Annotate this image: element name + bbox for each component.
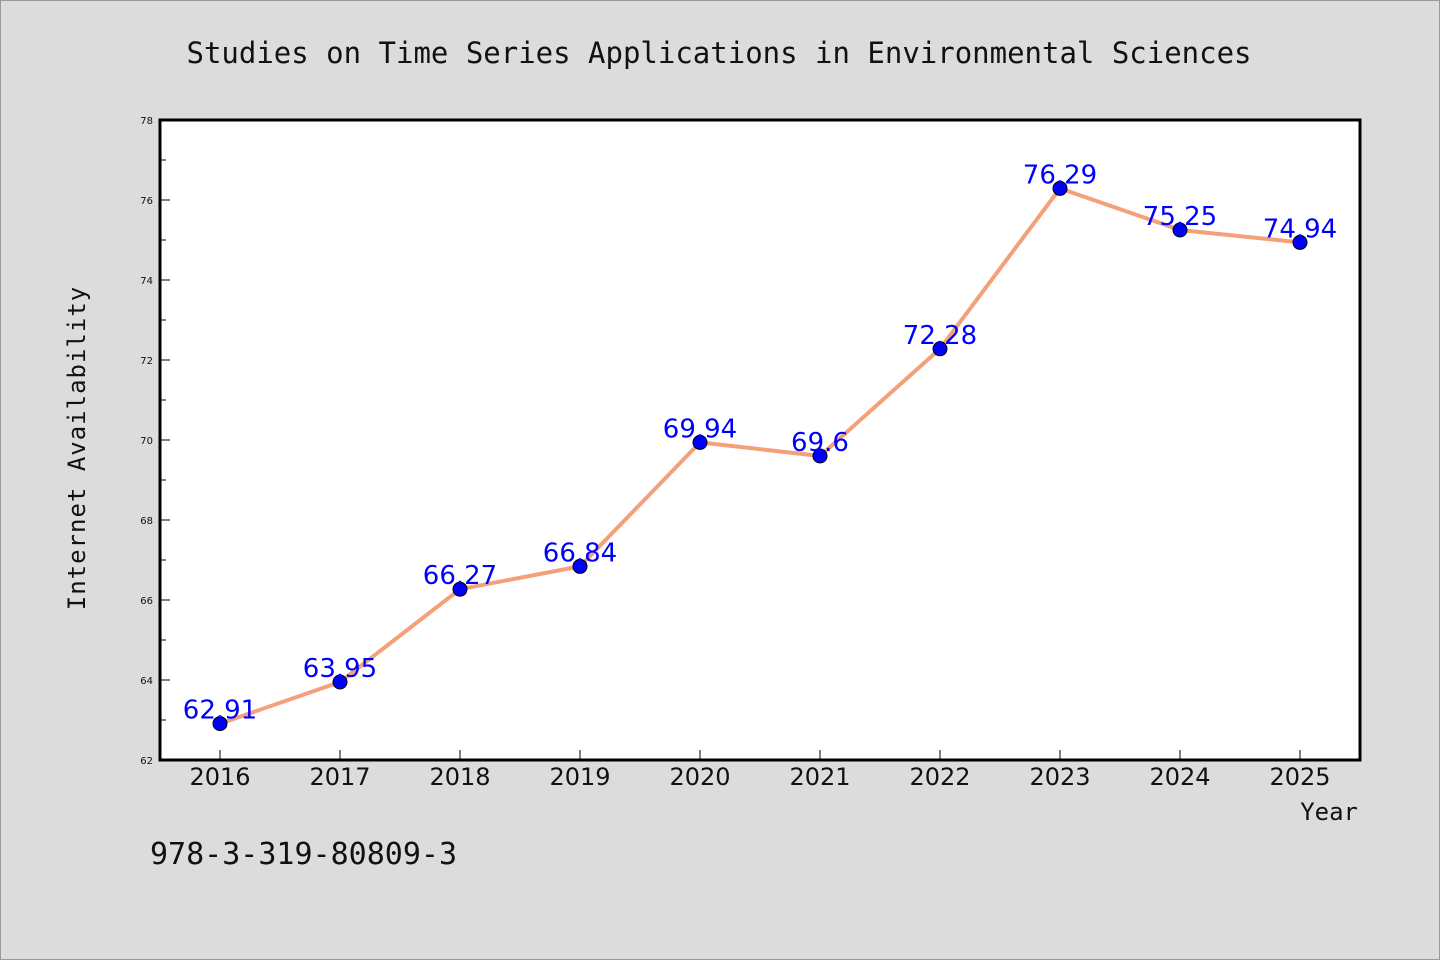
data-labels: 62.91 63.95 66.27 66.84 69.94 69.6 72.28 76.29 7…	[183, 160, 1337, 725]
data-point	[692, 434, 708, 450]
data-point	[1172, 222, 1188, 238]
y-tick-label: 76	[140, 196, 153, 207]
data-label: 63.95	[303, 654, 377, 684]
isbn-annotation: 978-3-319-80809-3	[150, 837, 457, 872]
y-tick-label: 66	[140, 596, 153, 607]
chart-title: Studies on Time Series Applications in E…	[186, 36, 1251, 70]
x-tick-label: 2022	[909, 763, 970, 791]
data-label: 69.94	[663, 414, 737, 444]
y-tick-label: 74	[140, 276, 153, 287]
data-label: 66.27	[423, 561, 497, 591]
x-tick-label: 2016	[189, 763, 250, 791]
x-axis: 2016 2017 2018 2019 2020 2021 2022 2023 2024 2025	[189, 750, 1331, 791]
data-label: 76.29	[1023, 160, 1097, 190]
data-point	[572, 558, 588, 574]
data-point	[812, 448, 828, 464]
x-tick-label: 2018	[429, 763, 490, 791]
data-label: 72.28	[903, 321, 977, 351]
x-tick-label: 2017	[309, 763, 370, 791]
series-line	[219, 186, 1301, 726]
y-axis-label: Internet Availability	[63, 286, 91, 610]
x-tick-label: 2021	[789, 763, 850, 791]
data-point	[1292, 234, 1308, 250]
y-tick-label: 64	[140, 676, 153, 687]
data-markers	[212, 180, 1308, 732]
data-point	[932, 341, 948, 357]
data-label: 74.94	[1263, 214, 1337, 244]
data-point	[452, 581, 468, 597]
y-tick-label: 70	[140, 436, 153, 447]
plot-area	[160, 120, 1360, 760]
data-label: 62.91	[183, 696, 257, 726]
y-tick-label: 78	[140, 116, 153, 127]
x-tick-label: 2025	[1269, 763, 1330, 791]
x-tick-label: 2019	[549, 763, 610, 791]
plot-border	[158, 118, 1362, 762]
x-axis-label: Year	[1300, 798, 1358, 826]
data-label: 66.84	[543, 538, 617, 568]
y-tick-label: 72	[140, 356, 153, 367]
data-point	[1052, 180, 1068, 196]
y-tick-label: 62	[140, 756, 153, 767]
x-tick-label: 2023	[1029, 763, 1090, 791]
x-tick-label: 2024	[1149, 763, 1210, 791]
x-tick-label: 2020	[669, 763, 730, 791]
data-label: 69.6	[791, 428, 849, 458]
data-point	[212, 716, 228, 732]
data-label: 75.25	[1143, 202, 1217, 232]
y-tick-label: 68	[140, 516, 153, 527]
data-point	[332, 674, 348, 690]
